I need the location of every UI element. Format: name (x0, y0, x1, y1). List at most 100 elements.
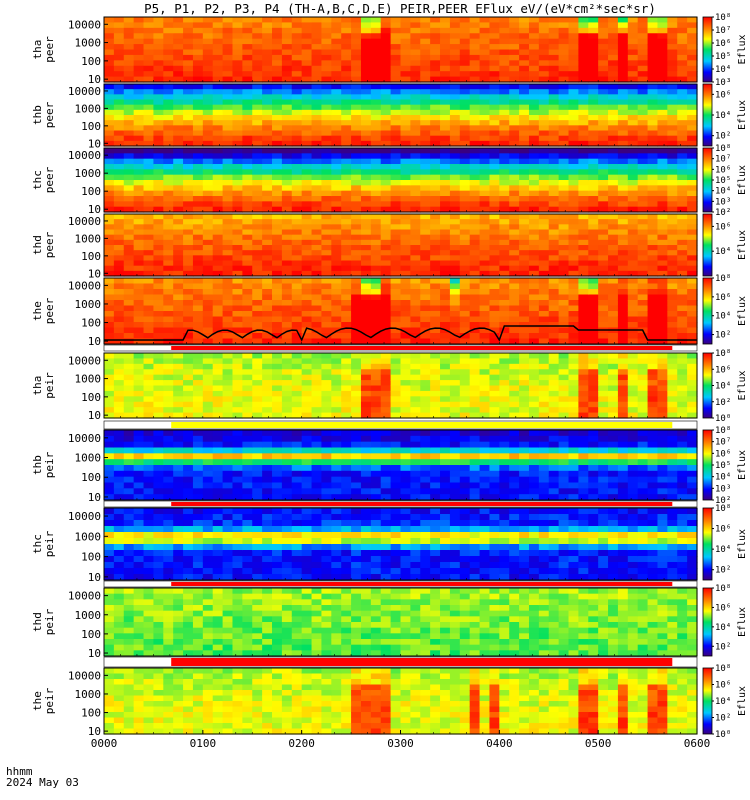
y-tick-label: 100 (81, 628, 101, 641)
time-tick-label: 0400 (486, 737, 513, 750)
colorbar-tick-label: 10⁵ (715, 176, 731, 186)
date-label: 2024 May 03 (6, 776, 79, 789)
y-axis-label-bottom: peer (43, 166, 56, 193)
y-tick-label: 10000 (68, 18, 101, 31)
y-tick-label: 100 (81, 551, 101, 564)
colorbar-label: Eflux (737, 230, 748, 260)
y-axis-label-top: thb (31, 455, 44, 475)
figure-title: P5, P1, P2, P3, P4 (TH-A,B,C,D,E) PEIR,P… (144, 1, 656, 16)
colorbar-tick-label: 10² (715, 566, 731, 576)
colorbar-the-peir: 10⁸ 10⁶ 10⁴ 10² 10⁰ Eflux (702, 664, 748, 740)
colorbar (702, 507, 713, 581)
y-axis-label-bottom: peir (43, 372, 56, 399)
colorbar-tick-label: 10⁶ (715, 165, 731, 175)
colorbar-tick-label: 10² (715, 642, 731, 652)
y-tick-label: 100 (81, 55, 101, 68)
colorbar-thc-peir: 10⁸ 10⁶ 10⁴ 10² Eflux (702, 504, 748, 581)
spectrogram-tha-peir (104, 353, 698, 419)
y-axis-label-top: thd (31, 612, 44, 632)
colorbar (702, 667, 713, 735)
time-axis: hhmm 2024 May 03 0000 0100 0200 0300 0400 050… (6, 730, 710, 789)
colorbar (702, 147, 713, 213)
y-axis-label-bottom: peer (43, 297, 56, 324)
colorbar-label: Eflux (737, 296, 748, 326)
y-tick-label: 10 (88, 725, 101, 738)
colorbar-tick-label: 10⁷ (715, 155, 731, 165)
colorbar-tick-label: 10⁷ (715, 438, 731, 448)
colorbar-tick-label: 10⁶ (715, 525, 731, 535)
colorbar-tick-label: 10⁸ (715, 426, 731, 436)
colorbar-tick-label: 10⁵ (715, 52, 731, 62)
y-axis-label-top: tha (31, 376, 44, 396)
y-tick-label: 10000 (68, 149, 101, 162)
colorbar-label: Eflux (737, 370, 748, 400)
y-tick-label: 10000 (68, 510, 101, 523)
colorbar-tick-label: 10⁸ (715, 584, 731, 594)
colorbar-tick-label: 10⁸ (715, 504, 731, 514)
time-tick-label: 0100 (190, 737, 217, 750)
time-tick-label: 0000 (91, 737, 118, 750)
colorbar-label: Eflux (737, 34, 748, 64)
colorbar-tick-label: 10⁴ (715, 623, 731, 633)
colorbar-tick-label: 10³ (715, 484, 731, 494)
quality-flag-bar (103, 500, 698, 508)
colorbar-tick-label: 10⁰ (715, 730, 731, 740)
colorbar-tick-label: 10² (715, 496, 731, 506)
colorbar-tick-label: 10⁶ (715, 365, 731, 375)
time-tick-label: 0200 (288, 737, 315, 750)
colorbar-tick-label: 10⁵ (715, 461, 731, 471)
panel-thb-peer: 10000 1000 100 10 thb peer 10⁶ 10⁴ 10² Eflux (31, 83, 748, 150)
colorbar-tick-label: 10³ (715, 197, 731, 207)
y-axis-label-top: thb (31, 105, 44, 125)
y-tick-label: 1000 (75, 167, 102, 180)
colorbar-tick-label: 10⁰ (715, 414, 731, 424)
panel-tha-peer: 10000 1000 100 10 tha peer 10⁸ 10⁷ 10⁶ 10⁵ 10⁴ 10³ E… (31, 13, 748, 88)
colorbar-label: Eflux (737, 529, 748, 559)
colorbar-tha-peer: 10⁸ 10⁷ 10⁶ 10⁵ 10⁴ 10³ Eflux (702, 13, 748, 88)
quality-flag-bar (103, 656, 698, 668)
y-axis-label-top: the (31, 691, 44, 711)
colorbar-tick-label: 10⁶ (715, 293, 731, 303)
y-tick-label: 1000 (75, 102, 102, 115)
y-tick-label: 100 (81, 185, 101, 198)
y-tick-label: 10000 (68, 432, 101, 445)
colorbar-tick-label: 10³ (715, 78, 731, 88)
colorbar-tick-label: 10² (715, 714, 731, 724)
colorbar-label: Eflux (737, 165, 748, 195)
colorbar-tick-label: 10⁶ (715, 681, 731, 691)
y-tick-label: 10 (88, 571, 101, 584)
y-tick-label: 10 (88, 491, 101, 504)
y-tick-label: 100 (81, 120, 101, 133)
y-tick-label: 1000 (75, 530, 102, 543)
panel-thd-peer: 10000 1000 100 10 thd peer 10⁶ 10⁴ Eflux (31, 213, 748, 280)
colorbar-tick-label: 10⁴ (715, 473, 731, 483)
colorbar-tick-label: 10² (715, 331, 731, 341)
colorbar-tick-label: 10⁴ (715, 187, 731, 197)
y-tick-label: 10000 (68, 85, 101, 98)
colorbar-tick-label: 10⁴ (715, 111, 731, 121)
colorbar-label: Eflux (737, 450, 748, 480)
colorbar (702, 213, 713, 277)
colorbar-label: Eflux (737, 100, 748, 130)
y-tick-label: 10 (88, 267, 101, 280)
y-tick-label: 10 (88, 647, 101, 660)
y-tick-label: 10000 (68, 215, 101, 228)
spectrogram-tha-peer (104, 17, 698, 83)
colorbar-tick-label: 10² (715, 208, 731, 218)
colorbar-tick-label: 10⁸ (715, 274, 731, 284)
spectrogram-thb-peir (104, 430, 698, 501)
colorbar-tick-label: 10⁶ (715, 449, 731, 459)
colorbar (702, 587, 713, 657)
y-axis-label-bottom: peir (43, 451, 56, 478)
colorbar-thb-peer: 10⁶ 10⁴ 10² Eflux (702, 83, 748, 147)
colorbar-label: Eflux (737, 686, 748, 716)
quality-flag-bar (103, 580, 698, 588)
y-tick-label: 10000 (68, 354, 101, 367)
colorbar-label: Eflux (737, 607, 748, 637)
colorbar-thd-peer: 10⁶ 10⁴ Eflux (702, 213, 748, 277)
colorbar-tick-label: 10⁶ (715, 39, 731, 49)
y-tick-label: 10 (88, 335, 101, 348)
